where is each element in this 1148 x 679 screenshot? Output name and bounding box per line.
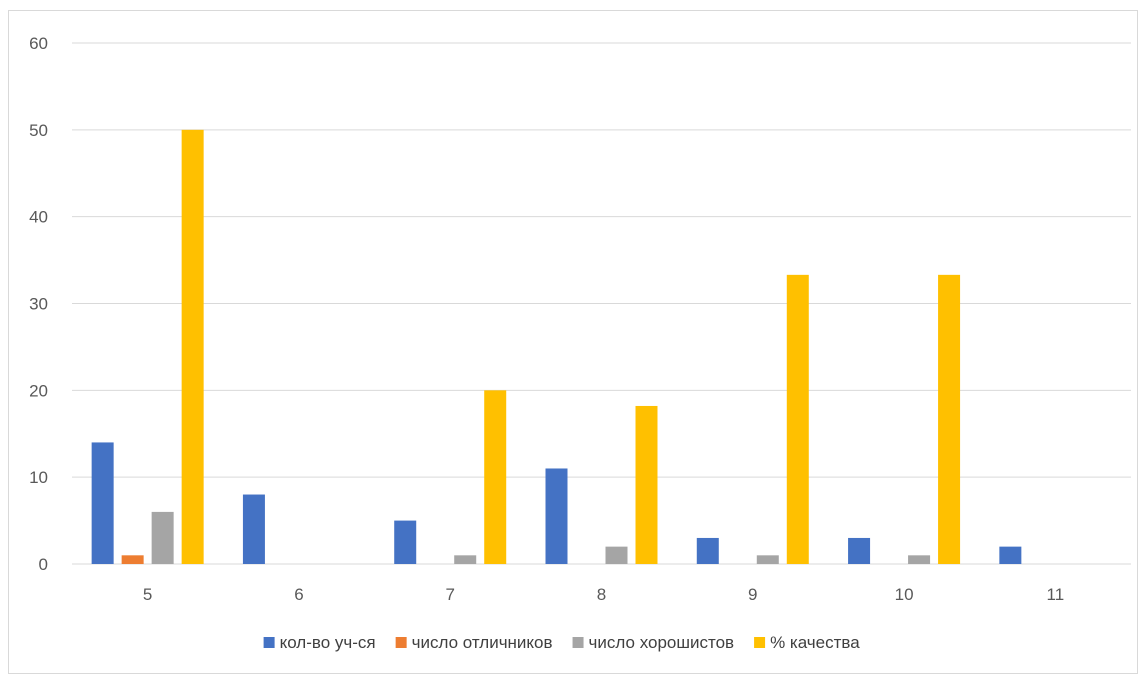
bar-1-11 — [999, 546, 1022, 564]
x-tick-label: 8 — [597, 585, 606, 604]
bar-1-6 — [242, 494, 265, 564]
gridlines — [72, 42, 1131, 565]
legend-label: число отличников — [412, 633, 553, 652]
bar-1-7 — [394, 520, 417, 564]
legend-item-4: % качества — [754, 633, 860, 652]
bar-4-7 — [484, 390, 507, 564]
legend-item-2: число отличников — [395, 633, 553, 652]
bar-3-9 — [756, 555, 779, 564]
y-tick-label: 50 — [29, 121, 48, 140]
y-axis-ticks: 0 10 20 30 40 50 60 — [29, 34, 48, 574]
bar-4-5 — [181, 129, 204, 565]
legend-label: % качества — [770, 633, 860, 652]
y-tick-label: 10 — [29, 468, 48, 487]
x-tick-label: 7 — [445, 585, 454, 604]
x-tick-label: 9 — [748, 585, 757, 604]
x-tick-label: 6 — [294, 585, 303, 604]
y-tick-label: 20 — [29, 381, 48, 400]
bar-1-9 — [696, 537, 719, 564]
bar-2-5 — [121, 555, 144, 564]
y-tick-label: 0 — [39, 555, 48, 574]
bar-1-10 — [848, 537, 871, 564]
bar-3-10 — [908, 555, 931, 564]
y-tick-label: 60 — [29, 34, 48, 53]
legend-swatch — [572, 637, 584, 648]
x-tick-label: 5 — [143, 585, 152, 604]
legend-label: число хорошистов — [589, 633, 735, 652]
y-tick-label: 30 — [29, 295, 48, 314]
bars — [91, 129, 1022, 565]
x-axis-ticks: 5 6 7 8 9 10 11 — [143, 585, 1064, 604]
bar-3-7 — [454, 555, 477, 564]
bar-1-8 — [545, 468, 568, 564]
legend-label: кол-во уч-ся — [280, 633, 376, 652]
bar-1-5 — [91, 442, 114, 564]
bar-3-5 — [151, 511, 174, 564]
y-tick-label: 40 — [29, 208, 48, 227]
bar-4-8 — [635, 405, 658, 564]
bar-4-10 — [938, 274, 961, 564]
legend-swatch — [395, 637, 407, 648]
bar-4-9 — [786, 274, 809, 564]
legend-item-1: кол-во уч-ся — [263, 633, 376, 652]
x-tick-label: 11 — [1047, 585, 1065, 604]
legend-swatch — [754, 637, 766, 648]
legend: кол-во уч-ся число отличников число хороши… — [263, 633, 860, 652]
bar-3-8 — [605, 546, 628, 564]
legend-swatch — [263, 637, 275, 648]
x-tick-label: 10 — [895, 585, 914, 604]
legend-item-3: число хорошистов — [572, 633, 735, 652]
